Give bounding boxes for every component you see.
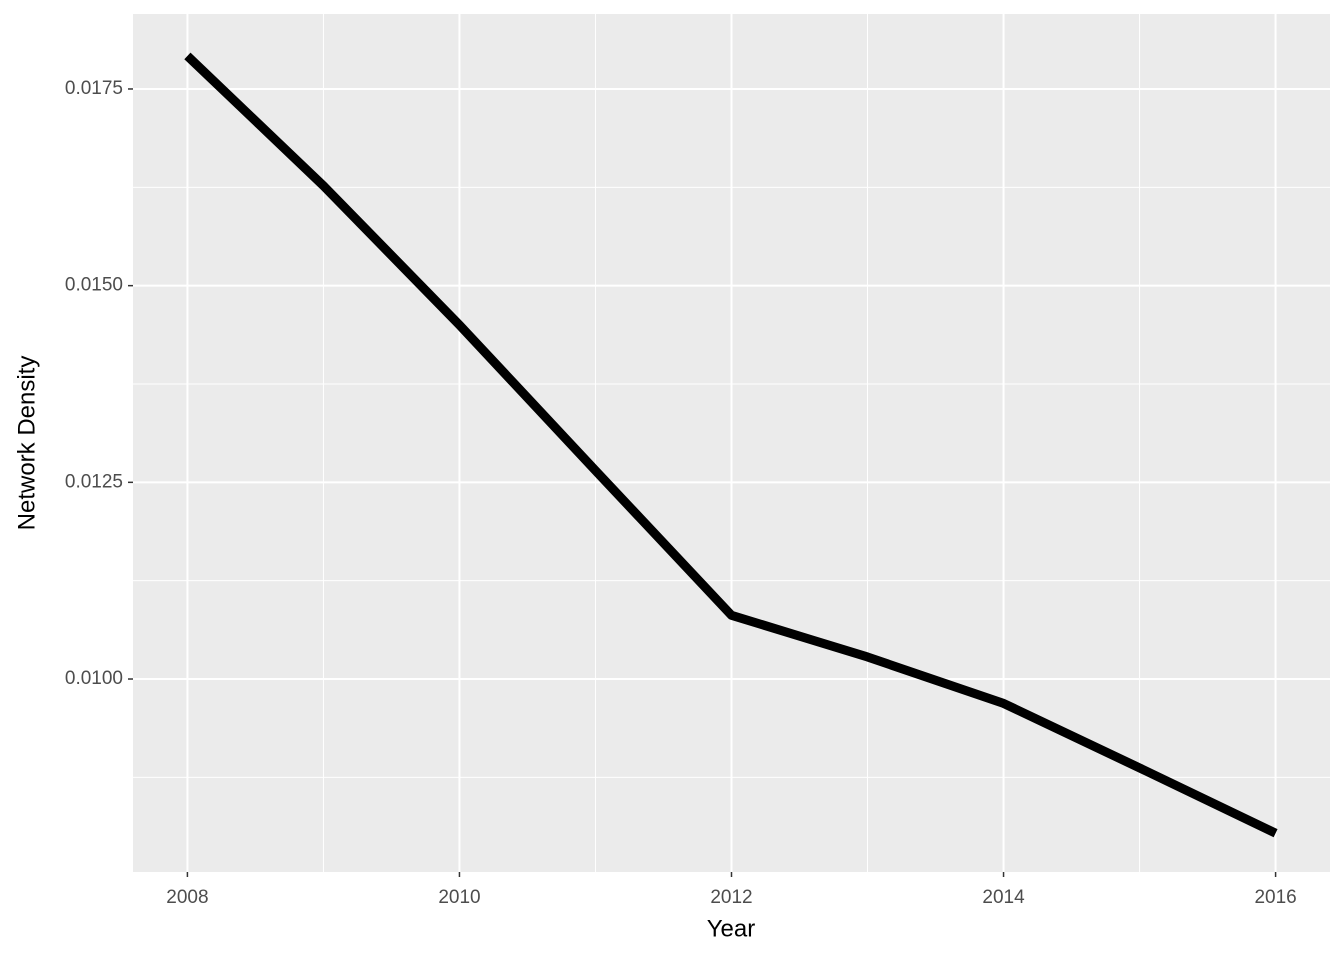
data-line	[184, 52, 1278, 838]
y-tick-label: 0.0125	[65, 471, 123, 492]
x-tick-label: 2014	[982, 887, 1025, 908]
x-tick-label: 2012	[710, 887, 752, 908]
x-tick-label: 2008	[166, 887, 208, 908]
y-tick-label: 0.0100	[65, 668, 123, 689]
grid	[133, 14, 1330, 872]
y-tick-label: 0.0175	[65, 78, 123, 99]
x-tick-label: 2010	[438, 887, 480, 908]
x-axis-title: Year	[707, 915, 756, 942]
y-tick-label: 0.0150	[65, 275, 123, 296]
y-axis-title: Network Density	[13, 356, 40, 531]
x-tick-label: 2016	[1254, 887, 1296, 908]
marks	[184, 52, 1278, 838]
